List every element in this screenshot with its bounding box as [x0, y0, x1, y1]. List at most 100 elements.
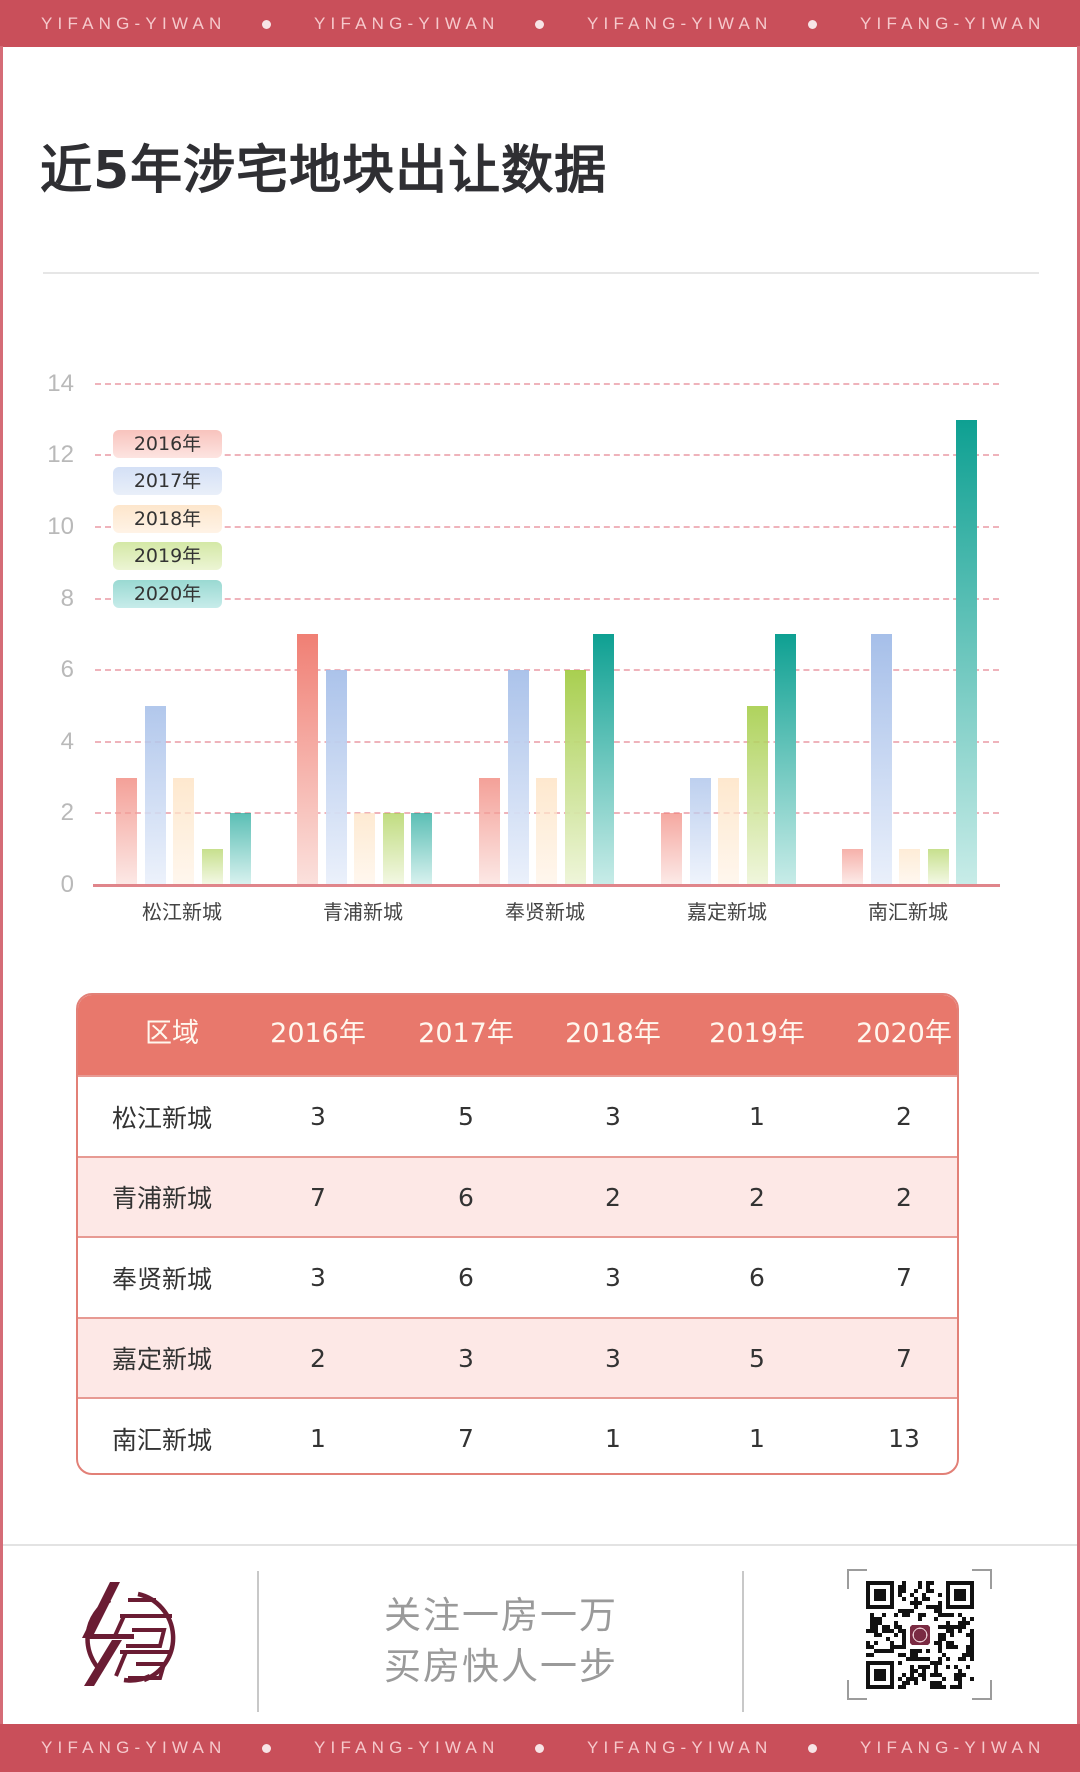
table-cell-value: 7: [458, 1424, 474, 1453]
x-axis-category-label: 松江新城: [142, 900, 222, 924]
table-cell-value: 5: [749, 1343, 765, 1373]
brand-text: YIFANG-YIWAN: [587, 13, 773, 33]
bar-2016年-松江新城: [116, 777, 137, 885]
table-cell-value: 3: [310, 1263, 326, 1292]
bar-2016年-奉贤新城: [479, 777, 500, 885]
table-cell-value: 1: [749, 1424, 765, 1453]
legend-item: 2017年: [113, 467, 222, 495]
table-row: 青浦新城 7 6 2 2 2: [78, 1155, 957, 1237]
table-cell-region: 嘉定新城: [112, 1345, 213, 1374]
qr-frame-corner: [972, 1569, 992, 1589]
table-cell-value: 3: [605, 1343, 621, 1373]
gridline: [95, 669, 999, 672]
separator-dot-icon: [535, 19, 544, 29]
brand-text: YIFANG-YIWAN: [41, 1738, 227, 1757]
table-cell-value: 3: [310, 1102, 326, 1131]
bar-2020年-松江新城: [230, 813, 251, 885]
bar-2017年-松江新城: [144, 706, 166, 885]
qr-frame-corner: [847, 1569, 867, 1589]
y-axis-tick-label: 12: [47, 441, 74, 469]
bar-2017年-青浦新城: [325, 670, 347, 885]
slogan-line-1: 关注一房一万: [384, 1594, 618, 1637]
x-axis-category-label: 奉贤新城: [505, 900, 585, 924]
table-header-cell: 2019年: [709, 1018, 805, 1049]
table-row: 嘉定新城 2 3 3 5 7: [78, 1316, 957, 1398]
bar-2020年-南汇新城: [956, 419, 977, 885]
qr-frame-corner: [972, 1680, 992, 1700]
brand-text: YIFANG-YIWAN: [860, 1738, 1046, 1757]
legend-item: 2020年: [113, 580, 222, 608]
bar-2019年-南汇新城: [927, 849, 949, 885]
table-row: 松江新城 3 5 3 1 2: [78, 1075, 957, 1156]
table-cell-value: 6: [458, 1263, 474, 1292]
frame-border-right: [1077, 46, 1080, 1724]
bar-2018年-松江新城: [173, 777, 194, 885]
bar-2016年-嘉定新城: [661, 813, 682, 885]
bar-2016年-南汇新城: [842, 849, 863, 885]
legend-item: 2016年: [113, 430, 222, 458]
gridline: [95, 526, 999, 528]
table-cell-value: 3: [605, 1263, 621, 1292]
y-axis-tick-label: 10: [47, 513, 74, 540]
legend-item: 2018年: [113, 505, 222, 533]
table-row: 奉贤新城 3 6 3 6 7: [78, 1236, 957, 1317]
brand-text: YIFANG-YIWAN: [314, 13, 500, 33]
footer-divider-left: [257, 1571, 259, 1712]
bar-2018年-奉贤新城: [536, 777, 557, 885]
table-cell-value: 1: [605, 1424, 621, 1453]
table-cell-value: 3: [458, 1343, 474, 1373]
top-brand-band: YIFANG-YIWAN YIFANG-YIWAN YIFANG-YIWAN YIFA…: [0, 0, 1080, 47]
qr-code: [847, 1569, 992, 1700]
bar-2019年-嘉定新城: [746, 706, 768, 885]
yifang-logo-icon: [82, 1582, 176, 1686]
table-cell-region: 奉贤新城: [112, 1264, 213, 1294]
table-cell-value: 1: [310, 1424, 326, 1453]
y-axis-tick-label: 14: [47, 369, 74, 397]
bar-2020年-青浦新城: [411, 813, 432, 885]
table-cell-value: 6: [749, 1263, 765, 1292]
separator-dot-icon: [808, 19, 817, 29]
table-cell-value: 2: [896, 1102, 912, 1131]
gridline: [95, 597, 999, 600]
table-header-cell: 区域: [145, 1018, 199, 1049]
gridline: [95, 740, 999, 743]
bar-2020年-嘉定新城: [775, 634, 796, 885]
table-header-cell: 2020年: [856, 1018, 952, 1049]
bar-2019年-青浦新城: [382, 813, 404, 885]
y-axis-tick-label: 4: [60, 727, 74, 755]
bar-2019年-奉贤新城: [564, 670, 586, 885]
table-cell-value: 2: [605, 1182, 621, 1212]
page-title: 近5年涉宅地块出让数据: [40, 141, 608, 201]
x-axis-category-label: 嘉定新城: [687, 900, 767, 924]
table-cell-value: 2: [896, 1182, 912, 1212]
y-axis-tick-label: 6: [60, 656, 74, 684]
separator-dot-icon: [808, 1744, 817, 1753]
separator-dot-icon: [262, 1744, 271, 1753]
qr-frame-corner: [847, 1680, 867, 1700]
table-cell-region: 松江新城: [112, 1103, 213, 1133]
table-cell-value: 2: [749, 1182, 765, 1212]
chart-x-axis: [93, 884, 1000, 887]
y-axis-tick-label: 0: [60, 871, 74, 898]
table-header-cell: 2017年: [418, 1018, 514, 1049]
frame-border-left: [0, 46, 3, 1724]
bottom-brand-band: YIFANG-YIWAN YIFANG-YIWAN YIFANG-YIWAN YIFA…: [0, 1724, 1080, 1772]
qr-code-icon: [866, 1581, 974, 1689]
bar-2017年-南汇新城: [870, 634, 892, 885]
bar-chart: 0 2 4 6 8 10 12 14 松江新城 青浦新城 奉贤新城 嘉定新城 南汇新城 2016年 20…: [47, 369, 1000, 924]
table-cell-value: 3: [605, 1102, 621, 1131]
gridline: [95, 382, 999, 385]
table-header-cell: 2018年: [565, 1018, 661, 1049]
table-cell-value: 5: [458, 1102, 474, 1131]
table-cell-value: 7: [310, 1182, 326, 1212]
table-cell-value: 6: [458, 1182, 474, 1212]
footer-divider: [3, 1544, 1077, 1546]
bar-2018年-南汇新城: [899, 849, 920, 885]
bar-2017年-奉贤新城: [507, 670, 529, 885]
bar-2017年-嘉定新城: [689, 777, 711, 885]
y-axis-tick-label: 2: [60, 799, 74, 827]
bar-2018年-嘉定新城: [718, 777, 739, 885]
table-cell-value: 1: [749, 1102, 765, 1131]
brand-text: YIFANG-YIWAN: [41, 13, 227, 33]
x-axis-category-label: 青浦新城: [323, 900, 403, 924]
